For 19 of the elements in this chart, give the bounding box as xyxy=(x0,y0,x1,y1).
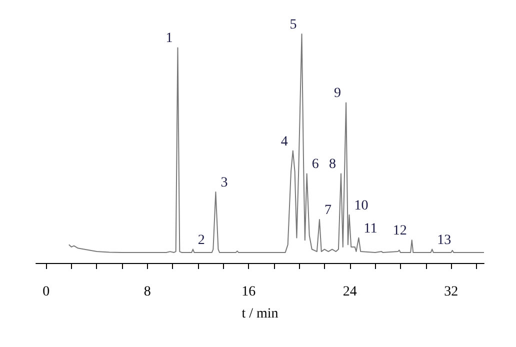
x-tick-label: 24 xyxy=(342,284,357,300)
annotation: 2 xyxy=(198,232,205,248)
x-tick-label: 8 xyxy=(144,284,151,300)
annotation: 4 xyxy=(280,134,288,150)
annotation: 11 xyxy=(364,221,378,236)
annotation: 9 xyxy=(334,86,342,102)
annotation: 3 xyxy=(220,176,228,191)
annotation: 12 xyxy=(392,224,407,239)
annotation: 6 xyxy=(312,157,319,172)
annotation: 7 xyxy=(324,202,332,218)
x-axis-title: t / min xyxy=(242,306,278,322)
annotation: 1 xyxy=(166,31,173,46)
annotation: 8 xyxy=(328,157,336,172)
x-tick-label: 16 xyxy=(242,284,256,300)
x-tick-label: 0 xyxy=(42,284,50,300)
annotation: 5 xyxy=(290,18,297,32)
annotation: 13 xyxy=(437,232,452,248)
annotation: 10 xyxy=(354,198,368,214)
x-tick-label: 32 xyxy=(444,284,458,300)
